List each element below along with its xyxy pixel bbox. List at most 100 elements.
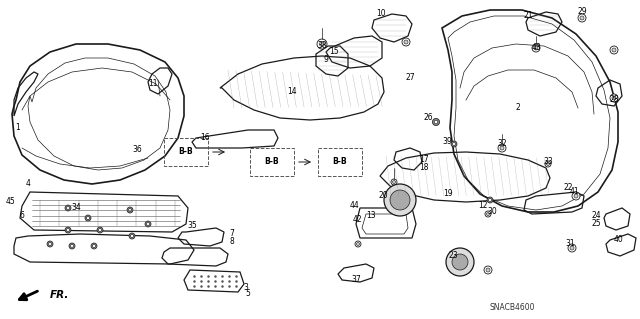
Circle shape xyxy=(446,248,474,276)
Circle shape xyxy=(317,39,327,49)
Circle shape xyxy=(486,268,490,272)
Text: 45: 45 xyxy=(5,197,15,205)
Circle shape xyxy=(91,243,97,249)
Text: 40: 40 xyxy=(613,235,623,244)
Text: 3: 3 xyxy=(244,283,248,292)
Text: 8: 8 xyxy=(230,238,234,247)
Circle shape xyxy=(570,246,574,250)
Text: B-B: B-B xyxy=(179,147,193,157)
Circle shape xyxy=(127,207,133,213)
Text: 11: 11 xyxy=(148,79,157,88)
Text: 33: 33 xyxy=(543,158,553,167)
Text: 19: 19 xyxy=(443,189,453,197)
Text: 35: 35 xyxy=(187,221,197,231)
Circle shape xyxy=(578,14,586,22)
Text: 30: 30 xyxy=(487,207,497,217)
Text: 32: 32 xyxy=(497,138,507,147)
Text: 20: 20 xyxy=(378,191,388,201)
Circle shape xyxy=(612,96,616,100)
Text: 29: 29 xyxy=(577,8,587,17)
Circle shape xyxy=(70,244,74,248)
Text: 37: 37 xyxy=(351,276,361,285)
Circle shape xyxy=(355,241,361,247)
Text: 12: 12 xyxy=(478,202,488,211)
Circle shape xyxy=(65,227,71,233)
Circle shape xyxy=(147,222,150,226)
Text: 26: 26 xyxy=(423,114,433,122)
Text: 16: 16 xyxy=(200,133,210,143)
Text: 38: 38 xyxy=(317,41,327,50)
Text: 36: 36 xyxy=(132,145,142,154)
Circle shape xyxy=(395,195,401,201)
Circle shape xyxy=(487,197,493,203)
Circle shape xyxy=(49,242,51,246)
Circle shape xyxy=(486,212,490,216)
Text: 1: 1 xyxy=(15,123,20,132)
Text: 42: 42 xyxy=(352,216,362,225)
Circle shape xyxy=(93,244,95,248)
Circle shape xyxy=(484,266,492,274)
Text: 18: 18 xyxy=(419,164,429,173)
Text: 23: 23 xyxy=(448,251,458,261)
Circle shape xyxy=(434,120,438,124)
Circle shape xyxy=(384,184,416,216)
Circle shape xyxy=(574,194,578,198)
Text: 27: 27 xyxy=(405,73,415,83)
Text: SNACB4600: SNACB4600 xyxy=(489,303,535,313)
Circle shape xyxy=(568,244,576,252)
Circle shape xyxy=(580,16,584,20)
Circle shape xyxy=(129,233,135,239)
Circle shape xyxy=(485,211,491,217)
Circle shape xyxy=(498,144,506,152)
Circle shape xyxy=(610,94,618,102)
Text: 28: 28 xyxy=(609,95,619,105)
Circle shape xyxy=(547,162,550,166)
Circle shape xyxy=(452,143,456,145)
Circle shape xyxy=(65,205,71,211)
Text: 31: 31 xyxy=(565,240,575,249)
Circle shape xyxy=(488,198,492,202)
Text: 43: 43 xyxy=(531,43,541,53)
Text: 7: 7 xyxy=(230,229,234,239)
Circle shape xyxy=(129,209,131,211)
Circle shape xyxy=(47,241,53,247)
Text: B-B: B-B xyxy=(265,158,279,167)
Circle shape xyxy=(572,192,580,200)
Text: FR.: FR. xyxy=(50,290,69,300)
Text: 14: 14 xyxy=(287,87,297,97)
Text: 10: 10 xyxy=(376,10,386,19)
Circle shape xyxy=(392,181,396,183)
Circle shape xyxy=(99,228,102,232)
Text: 5: 5 xyxy=(246,288,250,298)
Text: 21: 21 xyxy=(524,11,532,20)
Text: 44: 44 xyxy=(349,202,359,211)
Circle shape xyxy=(67,206,70,210)
Circle shape xyxy=(532,44,540,52)
Circle shape xyxy=(97,227,103,233)
Circle shape xyxy=(397,197,399,199)
Circle shape xyxy=(452,254,468,270)
Circle shape xyxy=(85,215,91,221)
Text: 4: 4 xyxy=(26,179,31,188)
Circle shape xyxy=(545,161,551,167)
Circle shape xyxy=(391,179,397,185)
Text: B-B: B-B xyxy=(333,158,348,167)
Circle shape xyxy=(145,221,151,227)
Circle shape xyxy=(500,146,504,150)
Circle shape xyxy=(404,40,408,44)
Text: 22: 22 xyxy=(563,183,573,192)
Circle shape xyxy=(319,41,324,47)
Text: 25: 25 xyxy=(591,219,601,228)
Circle shape xyxy=(69,243,75,249)
Circle shape xyxy=(356,242,360,246)
Text: 15: 15 xyxy=(329,48,339,56)
Circle shape xyxy=(67,228,70,232)
Circle shape xyxy=(534,46,538,50)
Text: 41: 41 xyxy=(569,187,579,196)
Circle shape xyxy=(433,118,440,126)
Text: 34: 34 xyxy=(71,204,81,212)
Circle shape xyxy=(612,48,616,52)
Text: 6: 6 xyxy=(20,211,24,220)
Circle shape xyxy=(86,217,90,219)
Circle shape xyxy=(610,46,618,54)
